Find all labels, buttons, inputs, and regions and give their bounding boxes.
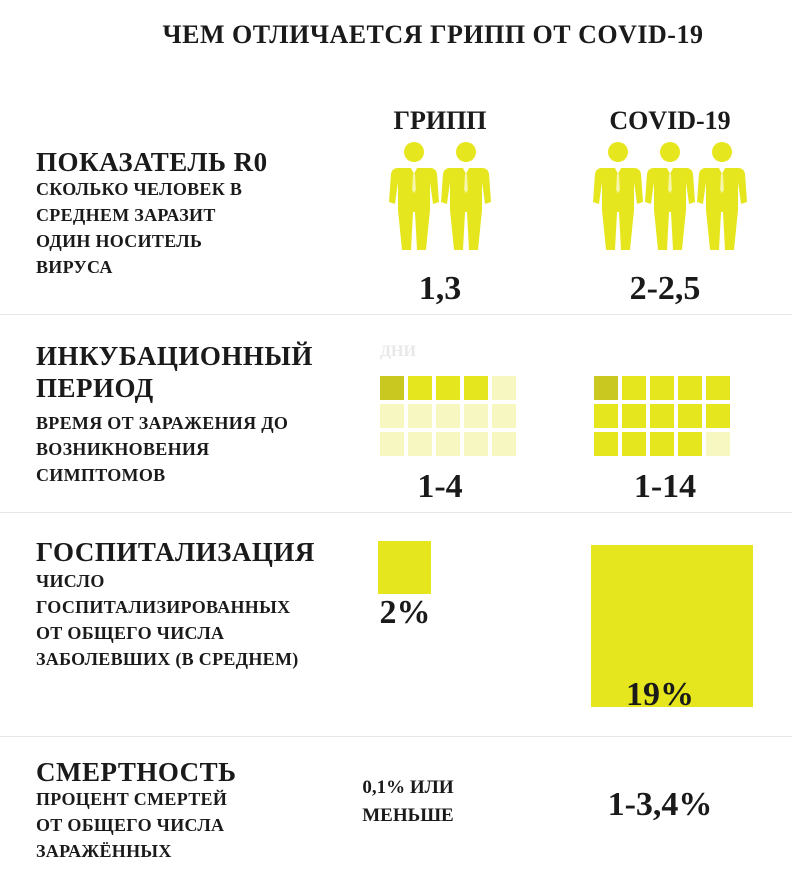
desc-line: СРЕДНЕМ ЗАРАЗИТ — [36, 205, 216, 225]
section-desc-incubation: ВРЕМЯ ОТ ЗАРАЖЕНИЯ ДО ВОЗНИКНОВЕНИЯ СИМП… — [36, 410, 288, 488]
section-title-r0: ПОКАЗАТЕЛЬ R0 — [36, 147, 268, 177]
flu-incubation-grid — [380, 376, 516, 456]
day-cell — [380, 432, 404, 456]
section-desc-mortality: ПРОЦЕНТ СМЕРТЕЙ ОТ ОБЩЕГО ЧИСЛА ЗАРАЖЁНН… — [36, 786, 227, 864]
days-label: ДНИ — [380, 343, 416, 360]
desc-line: ВРЕМЯ ОТ ЗАРАЖЕНИЯ ДО — [36, 413, 289, 433]
covid-r0-icons — [592, 140, 752, 252]
day-cell — [622, 376, 646, 400]
day-cell — [594, 376, 618, 400]
day-cell — [464, 404, 488, 428]
section-title-incubation: ИНКУБАЦИОННЫЙ ПЕРИОД — [36, 340, 313, 404]
day-cell — [706, 376, 730, 400]
section-desc-r0: СКОЛЬКО ЧЕЛОВЕК В СРЕДНЕМ ЗАРАЗИТ ОДИН Н… — [36, 176, 242, 280]
title-line: ИНКУБАЦИОННЫЙ — [36, 341, 313, 371]
person-icon — [696, 140, 748, 257]
person-icon — [440, 140, 492, 257]
day-cell — [408, 404, 432, 428]
covid-incubation-grid — [594, 376, 730, 456]
flu-hospital-value: 2% — [379, 594, 431, 631]
day-cell — [594, 404, 618, 428]
desc-line: ВИРУСА — [36, 257, 113, 277]
day-cell — [464, 432, 488, 456]
covid-incubation-value: 1-14 — [633, 468, 697, 505]
day-cell — [408, 376, 432, 400]
desc-line: ЗАБОЛЕВШИХ (В СРЕДНЕМ) — [36, 649, 299, 669]
desc-line: ОТ ОБЩЕГО ЧИСЛА — [36, 815, 225, 835]
desc-line: ПРОЦЕНТ СМЕРТЕЙ — [36, 789, 228, 809]
day-cell — [464, 376, 488, 400]
day-cell — [678, 404, 702, 428]
day-cell — [492, 376, 516, 400]
flu-incubation-value: 1-4 — [417, 468, 463, 505]
section-desc-hospital: ЧИСЛО ГОСПИТАЛИЗИРОВАННЫХ ОТ ОБЩЕГО ЧИСЛ… — [36, 568, 299, 672]
day-cell — [678, 376, 702, 400]
section-title-hospital: ГОСПИТАЛИЗАЦИЯ — [36, 537, 315, 567]
day-cell — [380, 376, 404, 400]
page-title: ЧЕМ ОТЛИЧАЕТСЯ ГРИПП ОТ COVID-19 — [162, 20, 704, 49]
section-divider — [0, 512, 792, 513]
column-header-flu: ГРИПП — [393, 106, 487, 135]
covid-hospital-square — [591, 545, 753, 707]
flu-hospital-square — [378, 541, 431, 594]
day-cell — [650, 376, 674, 400]
flu-r0-value: 1,3 — [418, 270, 462, 307]
day-cell — [594, 432, 618, 456]
desc-line: ОДИН НОСИТЕЛЬ — [36, 231, 203, 251]
desc-line: ЗАРАЖЁННЫХ — [36, 841, 172, 861]
desc-line: ВОЗНИКНОВЕНИЯ — [36, 439, 210, 459]
desc-line: СКОЛЬКО ЧЕЛОВЕК В — [36, 179, 243, 199]
day-cell — [492, 404, 516, 428]
desc-line: СИМПТОМОВ — [36, 465, 166, 485]
desc-line: ОТ ОБЩЕГО ЧИСЛА — [36, 623, 225, 643]
column-header-covid: COVID-19 — [609, 106, 731, 135]
covid-hospital-value: 19% — [626, 676, 694, 713]
day-cell — [706, 432, 730, 456]
value-line: МЕНЬШЕ — [362, 805, 454, 826]
section-divider — [0, 736, 792, 737]
day-cell — [622, 432, 646, 456]
section-divider — [0, 314, 792, 315]
person-icon — [388, 140, 440, 257]
day-cell — [622, 404, 646, 428]
day-cell — [436, 376, 460, 400]
day-cell — [650, 404, 674, 428]
desc-line: ГОСПИТАЛИЗИРОВАННЫХ — [36, 597, 291, 617]
day-cell — [408, 432, 432, 456]
covid-mortality-value: 1-3,4% — [607, 786, 713, 823]
person-icon — [592, 140, 644, 257]
flu-mortality-value: 0,1% ИЛИ МЕНЬШЕ — [348, 774, 468, 830]
section-title-mortality: СМЕРТНОСТЬ — [36, 757, 237, 787]
day-cell — [678, 432, 702, 456]
day-cell — [492, 432, 516, 456]
flu-r0-icons — [388, 140, 498, 252]
value-line: 0,1% ИЛИ — [362, 777, 454, 798]
day-cell — [436, 404, 460, 428]
person-icon — [644, 140, 696, 257]
day-cell — [706, 404, 730, 428]
day-cell — [650, 432, 674, 456]
title-line: ПЕРИОД — [36, 373, 154, 403]
day-cell — [380, 404, 404, 428]
covid-r0-value: 2-2,5 — [629, 270, 701, 307]
day-cell — [436, 432, 460, 456]
desc-line: ЧИСЛО — [36, 571, 105, 591]
